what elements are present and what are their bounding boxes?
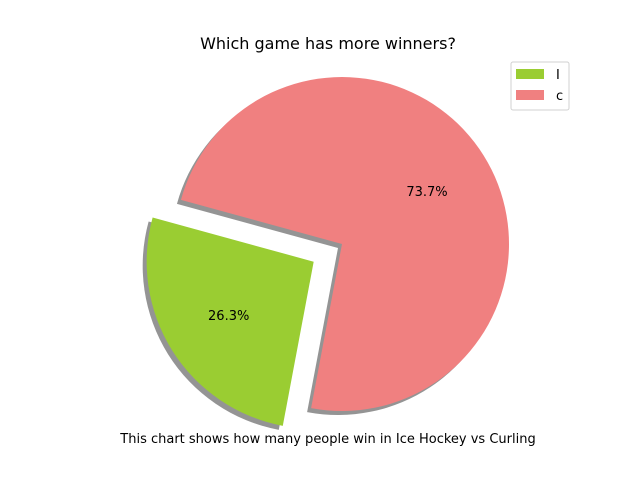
legend-swatch-c <box>516 90 544 100</box>
legend-swatch-I <box>516 69 544 79</box>
pie-label-c: 73.7% <box>406 185 447 200</box>
chart-caption: This chart shows how many people win in … <box>119 432 535 447</box>
chart-title: Which game has more winners? <box>200 34 456 53</box>
legend-label-c: c <box>556 89 563 104</box>
pie-label-I: 26.3% <box>208 309 249 324</box>
pie-percent-labels: 26.3% 73.7% <box>208 185 448 324</box>
legend-label-I: I <box>556 68 560 83</box>
pie-slice-c <box>180 77 510 412</box>
pie-slice-I <box>146 217 314 426</box>
pie-slices <box>146 77 510 426</box>
legend: Ic <box>510 61 570 111</box>
